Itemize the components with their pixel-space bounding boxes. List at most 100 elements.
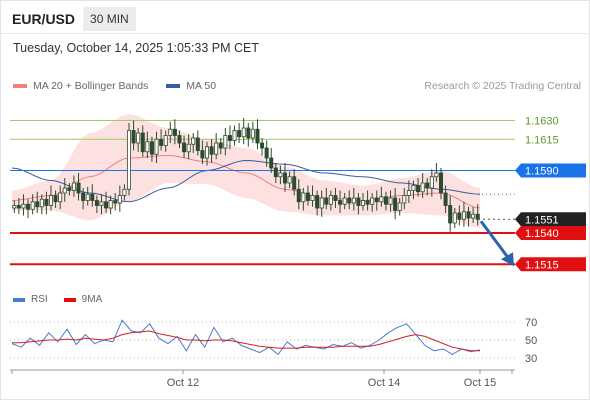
- pivot-tag: [515, 163, 586, 178]
- candle-body: [94, 200, 99, 206]
- candle-body: [172, 128, 177, 136]
- x-tick-label: Oct 12: [167, 377, 199, 389]
- candle-body: [186, 143, 191, 153]
- candle-body: [81, 192, 86, 201]
- candle-body: [315, 195, 320, 209]
- support-label: 1.1540: [525, 228, 559, 240]
- candle-body: [126, 130, 132, 190]
- candle-body: [76, 182, 81, 194]
- candle-body: [237, 130, 242, 138]
- candle-body: [209, 146, 214, 155]
- candle-body: [182, 142, 187, 153]
- rsi-tick-label: 50: [525, 335, 537, 347]
- candle-body: [420, 182, 425, 193]
- candle-body: [365, 200, 370, 205]
- candle-body: [255, 128, 260, 144]
- candle-body: [62, 187, 67, 194]
- candle-body: [85, 193, 90, 201]
- candle-body: [443, 192, 448, 206]
- candle-body: [117, 195, 122, 204]
- candle-body: [246, 127, 251, 139]
- candle-body: [434, 172, 439, 178]
- legend-label-rsi: RSI: [31, 294, 48, 305]
- candle-body: [90, 193, 95, 201]
- candle-body: [53, 195, 58, 203]
- candle-body: [26, 203, 31, 210]
- candle-body: [218, 142, 223, 149]
- legend-swatch-ma50: [166, 84, 181, 88]
- rsi-ma-line: [12, 330, 480, 352]
- candle-body: [324, 197, 329, 205]
- candle-body: [223, 135, 228, 149]
- candle-body: [250, 128, 255, 139]
- candle-body: [282, 172, 288, 184]
- header-divider: [0, 33, 590, 34]
- candle-body: [232, 130, 237, 141]
- candle-body: [448, 205, 453, 224]
- candle-body: [351, 197, 356, 204]
- candle-body: [406, 190, 411, 196]
- candle-body: [296, 188, 301, 203]
- current-tag: [515, 212, 586, 227]
- candle-body: [425, 182, 430, 189]
- candle-body: [154, 138, 159, 155]
- candle-body: [301, 192, 306, 203]
- candle-body: [140, 132, 145, 153]
- candle-body: [168, 128, 173, 136]
- candle-body: [360, 200, 366, 206]
- chart-header: EUR/USD 30 MIN: [0, 5, 136, 33]
- candle-body: [163, 135, 168, 146]
- timeframe-badge[interactable]: 30 MIN: [83, 7, 136, 31]
- candle-body: [383, 196, 388, 205]
- candle-body: [21, 203, 26, 209]
- candle-body: [30, 201, 35, 210]
- x-tick-label: Oct 14: [368, 377, 400, 389]
- legend-label-bb: MA 20 + Bollinger Bands: [33, 80, 149, 92]
- legend-swatch-bb: [13, 84, 27, 88]
- candle-body: [273, 167, 278, 178]
- candle-body: [305, 192, 310, 201]
- candle-body: [328, 195, 333, 205]
- candle-body: [466, 211, 471, 219]
- candle-body: [159, 138, 164, 146]
- credit-text: Research © 2025 Trading Central: [424, 80, 581, 92]
- candle-body: [104, 201, 109, 209]
- pivot-label: 1.1590: [525, 166, 559, 178]
- legend-swatch-rsi: [13, 297, 25, 302]
- candle-body: [113, 200, 118, 204]
- candle-body: [48, 195, 54, 206]
- candle-body: [108, 200, 113, 209]
- candle-body: [402, 195, 407, 204]
- price-legend: MA 20 + Bollinger Bands MA 50: [13, 80, 234, 92]
- candle-body: [35, 201, 40, 208]
- candle-body: [397, 202, 402, 211]
- forecast-arrowhead: [501, 252, 514, 267]
- legend-item-rsi-ma: 9MA: [63, 294, 103, 305]
- candle-body: [347, 197, 352, 204]
- candle-body: [58, 192, 63, 203]
- candle-body: [16, 205, 21, 209]
- candle-body: [214, 142, 219, 155]
- ma50-line: [11, 160, 481, 203]
- candle-body: [287, 176, 292, 184]
- candle-body: [260, 142, 265, 149]
- candle-body: [388, 197, 393, 205]
- candle-body: [191, 137, 196, 145]
- candle-body: [12, 205, 17, 209]
- candle-body: [195, 137, 200, 151]
- candle-body: [145, 141, 150, 153]
- legend-swatch-rsi-ma: [63, 297, 76, 302]
- candle-body: [204, 146, 210, 159]
- candle-body: [44, 198, 49, 206]
- legend-item-ma50: MA 50: [166, 80, 216, 92]
- symbol-title: EUR/USD: [12, 11, 76, 27]
- current-label: 1.1551: [525, 214, 559, 226]
- rsi-tick-label: 70: [525, 317, 537, 329]
- legend-label-rsi-ma: 9MA: [81, 294, 103, 305]
- candle-body: [342, 197, 347, 205]
- forecast-arrow: [479, 220, 512, 262]
- candle-body: [338, 200, 343, 205]
- candle-body: [310, 195, 315, 201]
- candle-body: [177, 135, 182, 144]
